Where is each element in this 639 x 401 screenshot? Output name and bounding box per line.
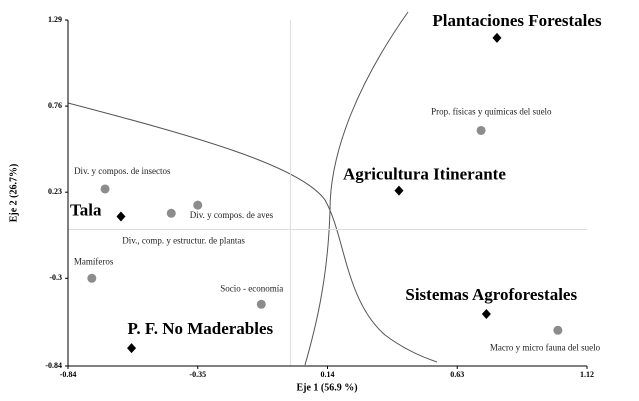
y-tick-label: -0.84: [45, 361, 62, 370]
point: [553, 325, 563, 335]
y-tick-label: -0.3: [49, 273, 62, 282]
x-axis-title: Eje 1 (56.9 %): [296, 382, 357, 393]
point-label: Sistemas Agroforestales: [405, 285, 577, 304]
boundary-curve: [304, 11, 409, 366]
x-tick-label: 0.14: [321, 370, 335, 379]
point-label: Macro y micro fauna del suelo: [490, 342, 601, 352]
boundary-curve: [67, 102, 438, 363]
point-label: Tala: [70, 200, 102, 219]
point-label: Div., comp. y estructur. de plantas: [122, 235, 245, 245]
point-label: Plantaciones Forestales: [432, 11, 602, 30]
x-tick-label: 1.12: [580, 370, 594, 379]
y-tick-label: 1.29: [48, 15, 62, 24]
point-label: Socio - economía: [220, 283, 283, 293]
point-label: P. F. No Maderables: [128, 319, 274, 338]
point: [256, 299, 266, 309]
point-label: Div. y compos. de aves: [190, 210, 274, 220]
point: [127, 343, 137, 354]
point: [116, 211, 126, 222]
point: [87, 273, 97, 283]
point: [481, 309, 491, 320]
y-tick-label: 0.23: [48, 187, 62, 196]
point: [394, 185, 404, 196]
point-label: Agricultura Itinerante: [343, 164, 506, 183]
x-tick-label: 0.63: [450, 370, 464, 379]
point-label: Prop. físicas y químicas del suelo: [431, 107, 552, 117]
y-tick-label: 0.76: [48, 101, 62, 110]
point: [100, 184, 110, 194]
x-tick-label: -0.35: [189, 370, 206, 379]
point: [166, 208, 176, 218]
x-tick-label: -0.84: [60, 370, 77, 379]
y-axis-title: Eje 2 (26.7%): [8, 164, 19, 223]
point: [492, 32, 502, 43]
point-label: Div. y compos. de insectos: [74, 166, 171, 176]
point: [476, 125, 486, 135]
point-label: Mamíferos: [74, 256, 114, 266]
point: [193, 200, 203, 210]
